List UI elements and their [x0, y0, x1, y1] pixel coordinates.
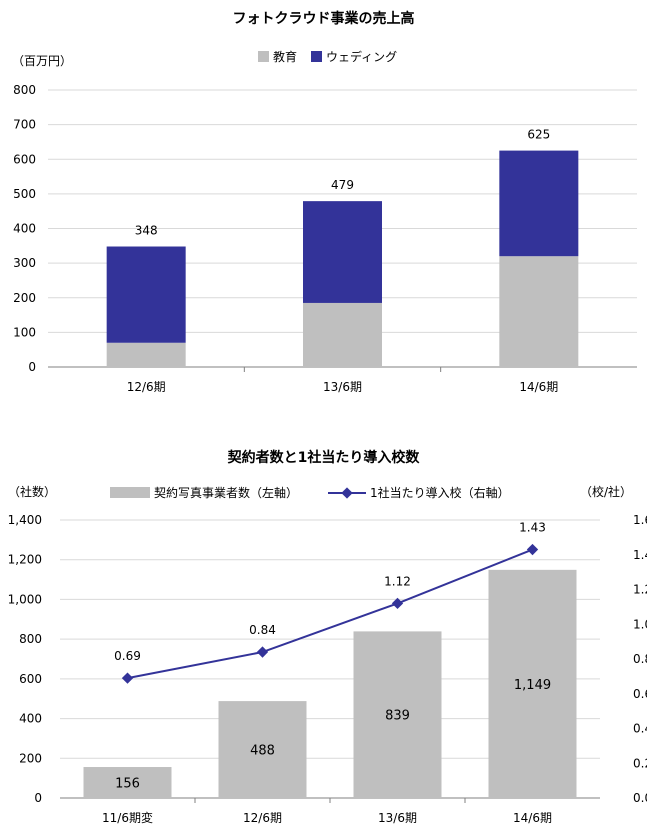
y-right-tick-label: 0.00 [633, 791, 647, 805]
chart1-unit: （百万円） [12, 54, 73, 68]
y-tick-label: 0 [28, 360, 36, 374]
y-right-tick-label: 0.60 [633, 687, 647, 701]
line-value-label: 1.12 [384, 574, 411, 588]
bar-segment [303, 201, 382, 303]
y-left-tick-label: 1,400 [8, 513, 42, 527]
chart1-plot: 0 100 200 300 400 500 600 700 800 348 12/6期 479 13/6… [13, 83, 637, 394]
bar-value-label: 156 [115, 777, 140, 792]
legend-label-education: 教育 [273, 50, 298, 64]
legend-item-education: 教育 [258, 48, 297, 65]
x-tick-label: 11/6期変 [102, 810, 153, 825]
legend-swatch-contractors [110, 487, 150, 498]
x-tick-label: 13/6期 [378, 811, 417, 825]
bar [218, 701, 307, 798]
y-tick-label: 500 [13, 187, 36, 201]
y-left-tick-label: 800 [19, 632, 42, 646]
y-right-tick-label: 1.60 [633, 513, 647, 527]
legend-label-schools: 1社当たり導入校（右軸） [370, 486, 510, 500]
line-value-label: 0.84 [249, 623, 276, 637]
y-tick-label: 100 [13, 325, 36, 339]
bar-segment [106, 246, 186, 343]
total-label: 625 [527, 128, 550, 142]
line-point [121, 672, 134, 684]
legend-label-wedding: ウェディング [326, 50, 398, 64]
x-tick-label: 12/6期 [127, 380, 166, 394]
x-tick-label: 12/6期 [243, 811, 282, 825]
legend-swatch-wedding [311, 51, 323, 62]
line-value-label: 1.43 [519, 521, 546, 535]
legend-label-contractors: 契約写真事業者数（左軸） [154, 486, 299, 500]
bar [353, 631, 442, 798]
y-left-tick-label: 600 [19, 672, 42, 686]
x-tick-label: 14/6期 [519, 380, 558, 394]
chart2-title: 契約者数と1社当たり導入校数 [227, 450, 420, 466]
y-left-tick-label: 0 [34, 791, 42, 805]
bar-value-label: 839 [385, 709, 410, 724]
chart2-legend: 契約写真事業者数（左軸） 1社当たり導入校（右軸） [110, 484, 524, 501]
legend-item-contractors: 契約写真事業者数（左軸） [110, 484, 298, 501]
line-point [526, 543, 539, 556]
line-series [127, 548, 533, 680]
bar-segment [499, 256, 579, 367]
y-left-tick-label: 200 [19, 751, 42, 765]
chart2-unit-right: （校/社） [580, 485, 633, 499]
bar [488, 569, 577, 798]
y-right-tick-label: 0.40 [633, 722, 647, 736]
chart2-unit-left: （社数） [8, 485, 57, 499]
y-tick-label: 800 [13, 83, 36, 97]
y-right-tick-label: 1.00 [633, 617, 647, 631]
bar-value-label: 488 [250, 744, 275, 759]
y-tick-label: 600 [13, 152, 36, 166]
x-tick-label: 13/6期 [323, 380, 362, 394]
line-point [256, 646, 269, 658]
y-tick-label: 300 [13, 256, 36, 270]
chart1-legend: 教育 ウェディング [258, 48, 411, 65]
bar-segment [303, 302, 382, 367]
line-value-label: 0.69 [114, 649, 141, 663]
chart1-title: フォトクラウド事業の売上高 [232, 11, 415, 27]
legend-item-wedding: ウェディング [311, 48, 397, 65]
y-right-tick-label: 0.20 [633, 756, 647, 770]
y-right-tick-label: 1.20 [633, 583, 647, 597]
bar-value-label: 1,149 [514, 678, 551, 693]
legend-item-schools: 1社当たり導入校（右軸） [328, 484, 510, 501]
y-left-tick-label: 400 [19, 712, 42, 726]
legend-swatch-schools [328, 486, 367, 499]
total-label: 479 [331, 178, 354, 192]
bar-segment [106, 342, 186, 367]
y-tick-label: 700 [13, 118, 36, 132]
line-point [391, 597, 404, 610]
legend-swatch-education [258, 51, 269, 62]
y-right-tick-label: 0.80 [633, 652, 647, 666]
bar-segment [499, 150, 579, 257]
bar [83, 767, 172, 798]
total-label: 348 [135, 224, 158, 238]
y-left-tick-label: 1,000 [8, 592, 42, 606]
x-tick-label: 14/6期 [513, 811, 552, 825]
y-tick-label: 400 [13, 222, 36, 236]
y-left-tick-label: 1,200 [8, 553, 42, 567]
y-tick-label: 200 [13, 291, 36, 305]
y-right-tick-label: 1.40 [633, 548, 647, 562]
